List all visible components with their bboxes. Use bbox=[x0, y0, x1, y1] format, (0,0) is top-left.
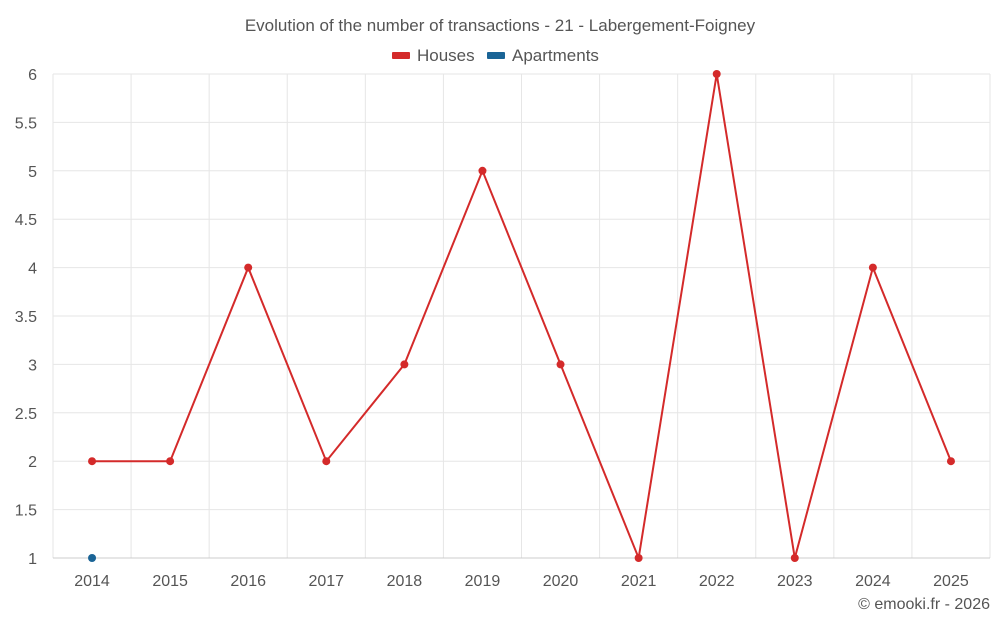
x-tick-label: 2016 bbox=[230, 573, 266, 590]
data-point-houses[interactable] bbox=[634, 554, 643, 562]
data-point-houses[interactable] bbox=[868, 263, 877, 272]
grid bbox=[52, 73, 991, 559]
y-tick-label: 5.5 bbox=[15, 115, 37, 132]
data-point-houses[interactable] bbox=[322, 457, 331, 466]
data-point-houses[interactable] bbox=[556, 360, 565, 369]
x-tick-label: 2020 bbox=[543, 573, 579, 590]
y-tick-label: 2 bbox=[28, 454, 37, 471]
y-tick-label: 5 bbox=[28, 164, 37, 181]
data-point-houses[interactable] bbox=[400, 360, 409, 369]
y-axis: 1 1.5 2 2.5 3 3.5 4 4.5 5 5.5 6 bbox=[15, 67, 37, 568]
x-tick-label: 2023 bbox=[777, 573, 813, 590]
series-layer bbox=[88, 70, 955, 562]
data-point-houses[interactable] bbox=[790, 554, 799, 562]
y-tick-label: 4 bbox=[28, 261, 37, 278]
x-tick-label: 2014 bbox=[74, 573, 110, 590]
data-point-houses[interactable] bbox=[88, 457, 97, 466]
y-tick-label: 4.5 bbox=[15, 212, 37, 229]
y-tick-label: 6 bbox=[28, 67, 37, 84]
data-point-houses[interactable] bbox=[478, 166, 487, 175]
data-point-houses[interactable] bbox=[244, 263, 253, 272]
x-tick-label: 2021 bbox=[621, 573, 657, 590]
x-tick-label: 2022 bbox=[699, 573, 735, 590]
legend-label-apartments[interactable]: Apartments bbox=[512, 46, 599, 65]
legend-swatch-apartments bbox=[487, 52, 505, 59]
data-point-houses[interactable] bbox=[712, 70, 721, 78]
y-tick-label: 1 bbox=[28, 551, 37, 568]
legend-swatch-houses bbox=[392, 52, 410, 59]
data-point-houses[interactable] bbox=[946, 457, 955, 466]
x-tick-label: 2018 bbox=[387, 573, 423, 590]
y-tick-label: 3.5 bbox=[15, 309, 37, 326]
data-point-apartments[interactable] bbox=[88, 554, 97, 562]
legend-label-houses[interactable]: Houses bbox=[417, 46, 475, 65]
x-tick-label: 2025 bbox=[933, 573, 969, 590]
y-tick-label: 2.5 bbox=[15, 406, 37, 423]
chart-title: Evolution of the number of transactions … bbox=[245, 16, 756, 35]
series-line-houses bbox=[92, 73, 952, 562]
x-tick-label: 2024 bbox=[855, 573, 891, 590]
x-axis: 2014 2015 2016 2017 2018 2019 2020 2021 2022 2023… bbox=[74, 573, 969, 590]
y-tick-label: 1.5 bbox=[15, 503, 37, 520]
legend: Houses Apartments bbox=[392, 46, 599, 65]
data-point-houses[interactable] bbox=[166, 457, 175, 466]
x-tick-label: 2019 bbox=[465, 573, 501, 590]
x-tick-label: 2017 bbox=[308, 573, 344, 590]
y-tick-label: 3 bbox=[28, 357, 37, 374]
x-tick-label: 2015 bbox=[152, 573, 188, 590]
credit-text: © emooki.fr - 2026 bbox=[858, 596, 990, 613]
